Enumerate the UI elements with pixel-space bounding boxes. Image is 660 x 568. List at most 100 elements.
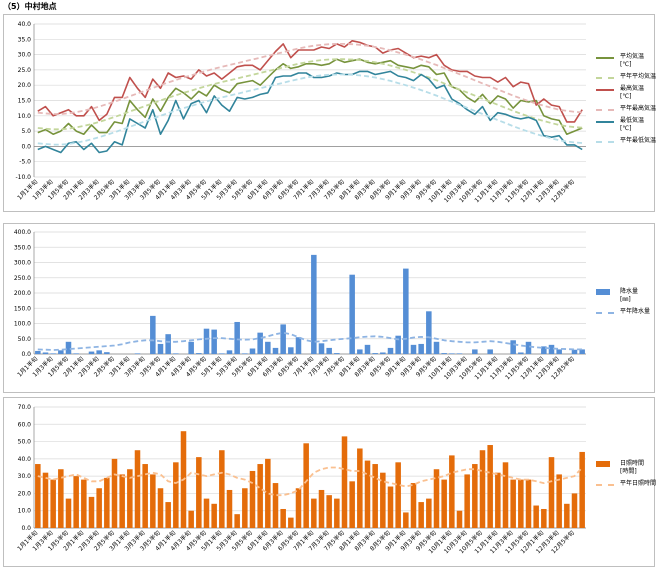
legend-unit: [℃] <box>620 93 632 100</box>
bar-降水量 <box>234 321 240 354</box>
legend-swatch <box>596 109 614 111</box>
bar-日照時間 <box>433 469 440 528</box>
y-tick-label: 35.0 <box>18 36 32 43</box>
bar-日照時間 <box>518 479 524 528</box>
legend-item: 平年平均気温 <box>596 73 656 85</box>
y-tick-label: 15.0 <box>18 98 32 105</box>
legend-item: 平年最低気温 <box>596 137 657 149</box>
bar-日照時間 <box>387 486 394 528</box>
bar-日照時間 <box>311 498 317 528</box>
legend-label: 平年最低気温 <box>620 137 657 144</box>
bar-降水量 <box>410 344 417 354</box>
bar-日照時間 <box>65 498 72 528</box>
series-line-平年平均気温 <box>37 58 583 131</box>
bar-降水量 <box>249 348 256 354</box>
precipitation-chart-panel: 0.0 50.0 100.0 150.0 200.0 250.0 300.0 350.0 400… <box>3 223 655 393</box>
bar-降水量 <box>35 350 41 354</box>
bar-日照時間 <box>188 510 194 528</box>
legend-item: 日照時間 [時間] <box>596 460 654 480</box>
legend-label: 平年日照時間 <box>620 480 657 487</box>
series-line-平年最低気温 <box>37 73 583 146</box>
temperature-chart-panel: -10.0 -5.0 0.0 5.0 10.0 15.0 20.0 25.0 30.0 35.0 4… <box>3 14 657 212</box>
legend-unit: [℃] <box>620 61 632 68</box>
bar-日照時間 <box>326 495 332 528</box>
bar-日照時間 <box>579 451 585 528</box>
bar-降水量 <box>257 332 263 354</box>
bar-降水量 <box>357 349 363 354</box>
bar-降水量 <box>58 350 64 354</box>
sunshine-legend: 日照時間 [時間] 平年日照時間 <box>596 460 657 492</box>
bar-降水量 <box>487 349 493 354</box>
legend-unit: [℃] <box>620 125 632 132</box>
legend-swatch <box>596 57 614 59</box>
y-tick-label: 30.0 <box>18 473 32 480</box>
bar-降水量 <box>548 344 555 354</box>
bar-日照時間 <box>403 512 409 528</box>
bar-日照時間 <box>104 477 110 528</box>
bar-降水量 <box>318 343 325 354</box>
bar-日照時間 <box>372 464 378 528</box>
bar-降水量 <box>265 341 271 354</box>
bar-降水量 <box>372 353 378 354</box>
bar-降水量 <box>311 254 317 354</box>
bar-降水量 <box>211 329 217 354</box>
bar-降水量 <box>272 347 279 354</box>
y-tick-label: 10.0 <box>18 113 32 120</box>
legend-label: 日照時間 <box>620 460 645 467</box>
series-line-最高気温 <box>37 39 583 123</box>
sunshine-chart: 0.010.020.030.040.050.060.070.01月1半旬1月3半… <box>15 404 586 555</box>
y-tick-label: 25.0 <box>18 67 32 74</box>
bar-日照時間 <box>81 479 87 528</box>
bar-日照時間 <box>157 488 164 528</box>
legend-swatch <box>596 484 614 486</box>
bar-日照時間 <box>127 469 133 528</box>
bar-日照時間 <box>487 445 493 528</box>
bar-降水量 <box>219 353 225 354</box>
bar-降水量 <box>242 353 248 354</box>
sunshine-chart-panel: 0.0 10.0 20.0 30.0 40.0 50.0 60.0 70.0 1月1半旬 1月3半… <box>3 397 657 567</box>
bar-降水量 <box>380 352 386 354</box>
y-tick-label: 300.0 <box>14 260 31 267</box>
y-tick-label: 20.0 <box>18 490 32 497</box>
bar-日照時間 <box>464 474 470 528</box>
bar-降水量 <box>288 347 294 354</box>
y-tick-label: -5.0 <box>19 159 31 166</box>
y-tick-label: 40.0 <box>18 456 32 463</box>
y-tick-label: 50.0 <box>18 336 32 343</box>
page-title: （5）中村地点 <box>3 2 57 11</box>
legend-swatch <box>596 77 614 79</box>
bar-降水量 <box>188 341 194 354</box>
bar-日照時間 <box>495 472 501 528</box>
bar-降水量 <box>326 347 332 354</box>
y-tick-label: 60.0 <box>18 421 32 428</box>
bar-日照時間 <box>134 450 141 528</box>
bar-日照時間 <box>42 472 49 528</box>
y-tick-label: 0.0 <box>21 351 31 358</box>
bar-降水量 <box>510 340 516 354</box>
y-tick-label: 10.0 <box>18 508 32 515</box>
bar-降水量 <box>73 353 79 354</box>
bar-日照時間 <box>142 464 148 528</box>
bar-日照時間 <box>548 457 555 528</box>
series-line-平年最高気温 <box>37 42 583 115</box>
series-line-平均気温 <box>37 58 583 135</box>
legend-label: 最低気温 <box>620 117 645 124</box>
bar-日照時間 <box>318 489 325 528</box>
bar-日照時間 <box>564 503 570 528</box>
bar-降水量 <box>387 347 394 354</box>
legend-unit: [時間] <box>620 468 637 475</box>
legend-label: 降水量 <box>620 288 639 295</box>
bar-降水量 <box>104 352 110 354</box>
bar-降水量 <box>571 349 578 354</box>
bar-降水量 <box>96 350 102 354</box>
bar-日照時間 <box>441 479 447 528</box>
bar-日照時間 <box>203 498 210 528</box>
legend-swatch <box>596 89 614 91</box>
bar-日照時間 <box>533 505 539 528</box>
legend-label: 平均気温 <box>620 53 645 60</box>
legend-item: 最低気温 [℃] <box>596 117 654 137</box>
y-tick-label: 150.0 <box>14 305 31 312</box>
bar-日照時間 <box>510 479 516 528</box>
bar-日照時間 <box>165 502 171 528</box>
y-tick-label: 0.0 <box>21 143 31 150</box>
